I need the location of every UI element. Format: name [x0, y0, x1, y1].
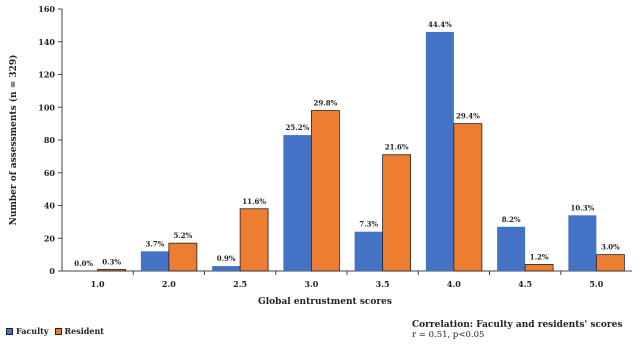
- bar-resident-3.5: [382, 154, 412, 272]
- faculty-swatch: [6, 327, 13, 335]
- data-label-faculty: 10.3%: [571, 203, 595, 212]
- data-label-resident: 29.8%: [314, 99, 338, 108]
- y-axis-title: Number of assessments (n = 329): [8, 55, 19, 226]
- bar-series: [97, 31, 625, 272]
- data-label-resident: 1.2%: [530, 252, 549, 261]
- bar-faculty-3.5: [354, 231, 383, 271]
- legend-label-resident: Resident: [64, 326, 104, 336]
- bar-faculty-4.0: [425, 31, 454, 271]
- legend-item-resident: Resident: [54, 326, 104, 336]
- resident-swatch: [54, 327, 62, 335]
- legend: Faculty Resident: [6, 326, 110, 336]
- data-label-resident: 21.6%: [385, 143, 409, 152]
- x-tick-label: 2.5: [233, 279, 247, 289]
- x-tick-label: 4.0: [447, 279, 461, 289]
- y-tick-label: 120: [38, 70, 55, 80]
- correlation-stat: r = 0.51, p<0.05: [412, 330, 485, 340]
- data-label-resident: 29.4%: [456, 112, 480, 121]
- y-tick-label: 20: [44, 233, 56, 243]
- bar-faculty-3.0: [283, 135, 312, 271]
- data-label-faculty: 44.4%: [428, 20, 452, 29]
- legend-label-faculty: Faculty: [16, 326, 49, 336]
- bar-resident-2.5: [239, 208, 269, 272]
- x-tick-label: 1.0: [91, 279, 105, 289]
- x-tick-label: 5.0: [589, 279, 603, 289]
- y-axis: 0 20 40 60 80 100 120 140 160: [38, 4, 63, 276]
- y-tick-label: 140: [38, 37, 55, 47]
- y-tick-label: 160: [38, 4, 55, 14]
- x-tick-label: 3.0: [304, 279, 318, 289]
- data-label-resident: 5.2%: [173, 231, 192, 240]
- x-axis-title: Global entrustment scores: [258, 297, 392, 307]
- correlation-note: Correlation: Faculty and residents' scor…: [412, 320, 622, 340]
- y-tick-label: 60: [44, 168, 56, 178]
- bar-faculty-2.5: [212, 266, 241, 271]
- x-axis: 1.0 2.0 2.5 3.0 3.5 4.0 4.5 5.0: [62, 270, 632, 289]
- data-label-faculty: 7.3%: [359, 220, 378, 229]
- y-tick-label: 80: [44, 135, 56, 145]
- bar-resident-2.0: [168, 242, 198, 272]
- y-tick-label: 100: [38, 102, 55, 112]
- bar-faculty-2.0: [140, 251, 169, 271]
- correlation-title: Correlation: Faculty and residents' scor…: [412, 320, 623, 330]
- bar-resident-4.0: [453, 123, 483, 272]
- bar-resident-4.5: [524, 264, 554, 272]
- bar-resident-3.0: [310, 110, 340, 272]
- y-tick-label: 0: [49, 266, 55, 276]
- bar-resident-1.0: [97, 268, 127, 272]
- data-label-faculty: 3.7%: [145, 239, 164, 248]
- legend-item-faculty: Faculty: [6, 326, 49, 336]
- data-label-resident: 11.6%: [242, 197, 266, 206]
- data-label-faculty: 0.0%: [74, 259, 93, 268]
- x-tick-label: 3.5: [376, 279, 390, 289]
- y-tick-label: 40: [44, 201, 56, 211]
- x-tick-label: 4.5: [518, 279, 532, 289]
- data-label-faculty: 25.2%: [286, 123, 310, 132]
- bar-faculty-5.0: [568, 215, 597, 271]
- data-label-faculty: 8.2%: [502, 215, 521, 224]
- data-label-resident: 3.0%: [601, 243, 620, 252]
- data-labels: 0.0% 0.3% 3.7% 5.2% 0.9% 11.6% 25.2% 29.8% 7.3% 2…: [74, 20, 620, 268]
- data-label-resident: 0.3%: [102, 257, 121, 266]
- bar-faculty-4.5: [497, 226, 526, 271]
- data-label-faculty: 0.9%: [217, 254, 236, 263]
- x-tick-label: 2.0: [162, 279, 176, 289]
- bar-resident-5.0: [595, 254, 625, 272]
